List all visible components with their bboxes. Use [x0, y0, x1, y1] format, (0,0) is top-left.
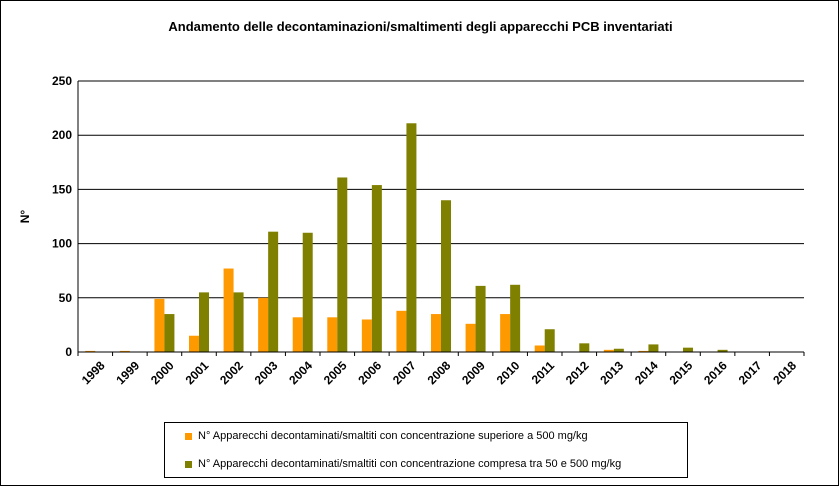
bar-over-500-2008 [431, 314, 441, 352]
x-tick-label: 2007 [390, 358, 419, 387]
y-tick-label: 50 [59, 291, 73, 305]
x-tick-label: 2006 [355, 358, 384, 387]
legend-item-series-2: N° Apparecchi decontaminati/smaltiti con… [185, 457, 621, 471]
legend-swatch-orange [185, 432, 192, 440]
x-tick-label: 2016 [701, 358, 730, 387]
bar-50-500-2010 [510, 284, 521, 352]
bar-50-500-2007 [406, 123, 417, 352]
x-tick-label: 2003 [252, 358, 281, 387]
chart-title: Andamento delle decontaminazioni/smaltim… [168, 19, 673, 34]
x-tick-label: 2013 [597, 358, 626, 387]
bar-over-500-2014 [638, 350, 649, 352]
bar-50-500-2013 [613, 348, 624, 352]
bar-over-500-2004 [292, 317, 303, 352]
bar-over-500-2013 [603, 349, 614, 352]
bar-50-500-2008 [441, 200, 451, 352]
bar-50-500-2009 [475, 285, 486, 352]
x-tick-label: 2001 [183, 358, 212, 387]
bar-50-500-2012 [579, 343, 590, 352]
bar-over-500-2000 [154, 298, 165, 352]
bar-over-500-1999 [119, 350, 130, 352]
bar-over-500-2002 [223, 268, 234, 352]
y-axis-title: N° [18, 210, 32, 224]
bar-50-500-2005 [337, 177, 348, 352]
legend-label-series-2: N° Apparecchi decontaminati/smaltiti con… [198, 458, 622, 470]
bar-50-500-2014 [648, 344, 659, 352]
x-tick-label: 2011 [529, 358, 558, 387]
legend-label-series-1: N° Apparecchi decontaminati/smaltiti con… [198, 430, 588, 442]
bar-50-500-2011 [544, 329, 555, 352]
bar-50-500-2001 [199, 292, 209, 352]
x-tick-label: 2015 [667, 358, 696, 387]
bar-over-500-2001 [189, 335, 199, 352]
y-tick-label: 0 [65, 345, 72, 359]
y-tick-label: 100 [52, 237, 72, 251]
legend-swatch-olive [185, 460, 192, 468]
bar-50-500-2000 [164, 314, 175, 352]
y-tick-label: 150 [52, 182, 72, 196]
x-tick-label: 2017 [736, 358, 765, 387]
x-tick-label: 1998 [79, 358, 108, 387]
bar-50-500-2002 [233, 292, 244, 352]
bar-over-500-2009 [465, 323, 476, 352]
bar-50-500-2003 [268, 231, 279, 352]
bar-50-500-2016 [717, 349, 728, 352]
x-tick-label: 2010 [494, 358, 523, 387]
bar-50-500-2015 [683, 347, 693, 352]
bar-50-500-2004 [302, 232, 313, 352]
bar-over-500-2010 [500, 314, 511, 352]
x-tick-label: 2008 [425, 358, 454, 387]
legend-item-series-1: N° Apparecchi decontaminati/smaltiti con… [185, 429, 588, 443]
bar-50-500-2006 [371, 185, 382, 352]
x-tick-label: 2009 [459, 358, 488, 387]
bar-over-500-2006 [361, 319, 372, 352]
bar-over-500-2011 [534, 345, 545, 352]
x-tick-label: 2000 [148, 358, 177, 387]
x-tick-label: 2012 [563, 358, 592, 387]
y-tick-label: 200 [52, 128, 72, 142]
x-tick-label: 2004 [286, 358, 315, 387]
x-tick-label: 2005 [321, 358, 350, 387]
x-tick-label: 2002 [217, 358, 246, 387]
x-tick-label: 2014 [632, 358, 661, 387]
x-tick-label: 2018 [770, 358, 799, 387]
bar-over-500-2007 [396, 310, 407, 352]
bar-over-500-2005 [327, 317, 338, 352]
bar-over-500-2003 [258, 297, 269, 352]
x-tick-label: 1999 [113, 358, 142, 387]
bar-over-500-1998 [85, 350, 96, 352]
y-tick-label: 250 [52, 74, 72, 88]
legend: N° Apparecchi decontaminati/smaltiti con… [164, 422, 688, 478]
